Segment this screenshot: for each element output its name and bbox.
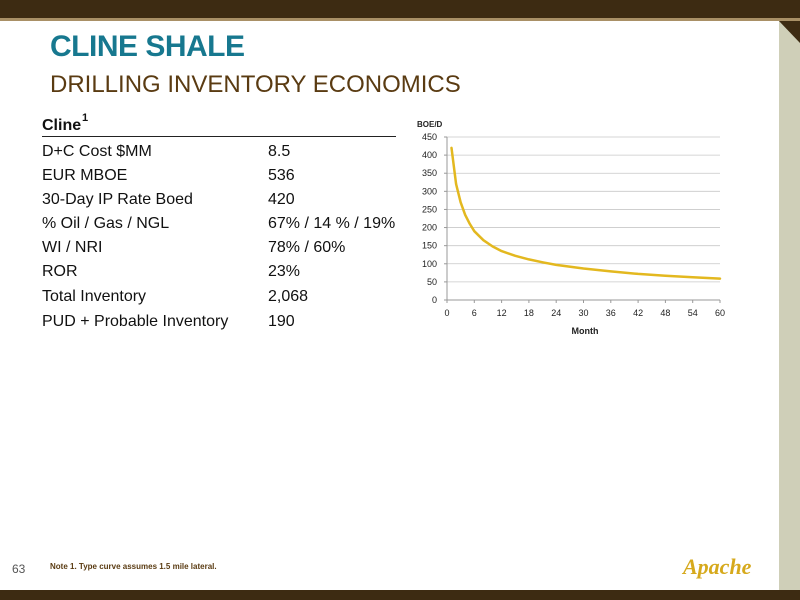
chart-x-tick-label: 42 <box>633 308 643 318</box>
type-curve-chart: 0 50 100 150 200 250 300 350 400 450 0 6 12 18 24 30 36 4… <box>417 120 725 336</box>
chart-x-tick-label: 0 <box>444 308 449 318</box>
table-row: WI / NRI 78% / 60% <box>42 239 402 263</box>
top-bar <box>0 0 800 18</box>
apache-logo: Apache <box>683 554 752 579</box>
chart-y-tick-label: 100 <box>422 259 437 269</box>
row-value: 536 <box>268 167 295 184</box>
bottom-bar <box>0 590 800 600</box>
chart-x-tick-label: 48 <box>660 308 670 318</box>
top-bar-accent-line <box>0 18 800 21</box>
slide-subtitle: DRILLING INVENTORY ECONOMICS <box>50 71 461 98</box>
row-value: 67% / 14 % / 19% <box>268 215 396 232</box>
chart-y-tick-label: 300 <box>422 186 437 196</box>
chart-x-tick-label: 30 <box>578 308 588 318</box>
table-header-superscript: 1 <box>82 112 89 124</box>
row-value: 78% / 60% <box>268 239 346 256</box>
table-header-label: Cline <box>42 117 82 134</box>
table-row: ROR 23% <box>42 263 402 287</box>
chart-axes <box>444 136 721 303</box>
chart-x-tick-label: 12 <box>497 308 507 318</box>
chart-x-tick-label: 6 <box>472 308 477 318</box>
table-row: % Oil / Gas / NGL 67% / 14 % / 19% <box>42 215 402 239</box>
row-label: EUR MBOE <box>42 167 128 184</box>
chart-x-axis-label: Month <box>572 326 599 336</box>
chart-series <box>450 146 722 280</box>
row-value: 23% <box>268 263 301 280</box>
table-row: PUD + Probable Inventory 190 <box>42 313 402 337</box>
row-value: 2,068 <box>268 288 309 305</box>
table-row: 30-Day IP Rate Boed 420 <box>42 191 402 215</box>
chart-y-axis-label: BOE/D <box>417 120 443 129</box>
chart-tick-labels: 0 50 100 150 200 250 300 350 400 450 0 6 12 18 24 30 36 4… <box>422 132 725 318</box>
chart-grid <box>447 136 720 283</box>
table-row: EUR MBOE 536 <box>42 167 402 191</box>
chart-x-tick-label: 36 <box>606 308 616 318</box>
row-label: Total Inventory <box>42 288 147 305</box>
chart-y-tick-label: 150 <box>422 241 437 251</box>
table-header: Cline 1 <box>42 112 396 137</box>
footnote: Note 1. Type curve assumes 1.5 mile late… <box>50 562 217 571</box>
chart-y-tick-label: 350 <box>422 168 437 178</box>
row-label: D+C Cost $MM <box>42 143 152 160</box>
chart-x-tick-label: 18 <box>524 308 534 318</box>
row-label: ROR <box>42 263 78 280</box>
table-row: Total Inventory 2,068 <box>42 288 402 312</box>
chart-y-tick-label: 0 <box>432 295 437 305</box>
row-label: 30-Day IP Rate Boed <box>42 191 193 208</box>
chart-y-tick-label: 200 <box>422 223 437 233</box>
chart-y-tick-label: 250 <box>422 204 437 214</box>
chart-x-tick-label: 24 <box>551 308 561 318</box>
chart-y-tick-label: 50 <box>427 277 437 287</box>
row-value: 8.5 <box>268 143 291 160</box>
row-value: 420 <box>268 191 295 208</box>
row-value: 190 <box>268 313 295 330</box>
row-label: WI / NRI <box>42 239 103 256</box>
right-side-strip <box>779 21 800 590</box>
page-number: 63 <box>12 562 26 576</box>
table-row: D+C Cost $MM 8.5 <box>42 143 402 167</box>
chart-y-tick-label: 450 <box>422 132 437 142</box>
slide-title: CLINE SHALE <box>50 30 245 63</box>
row-label: % Oil / Gas / NGL <box>42 215 170 232</box>
chart-x-tick-label: 54 <box>688 308 698 318</box>
chart-y-tick-label: 400 <box>422 150 437 160</box>
corner-accent <box>779 21 800 43</box>
row-label: PUD + Probable Inventory <box>42 313 229 330</box>
chart-series-line <box>450 146 722 280</box>
chart-x-tick-label: 60 <box>715 308 725 318</box>
